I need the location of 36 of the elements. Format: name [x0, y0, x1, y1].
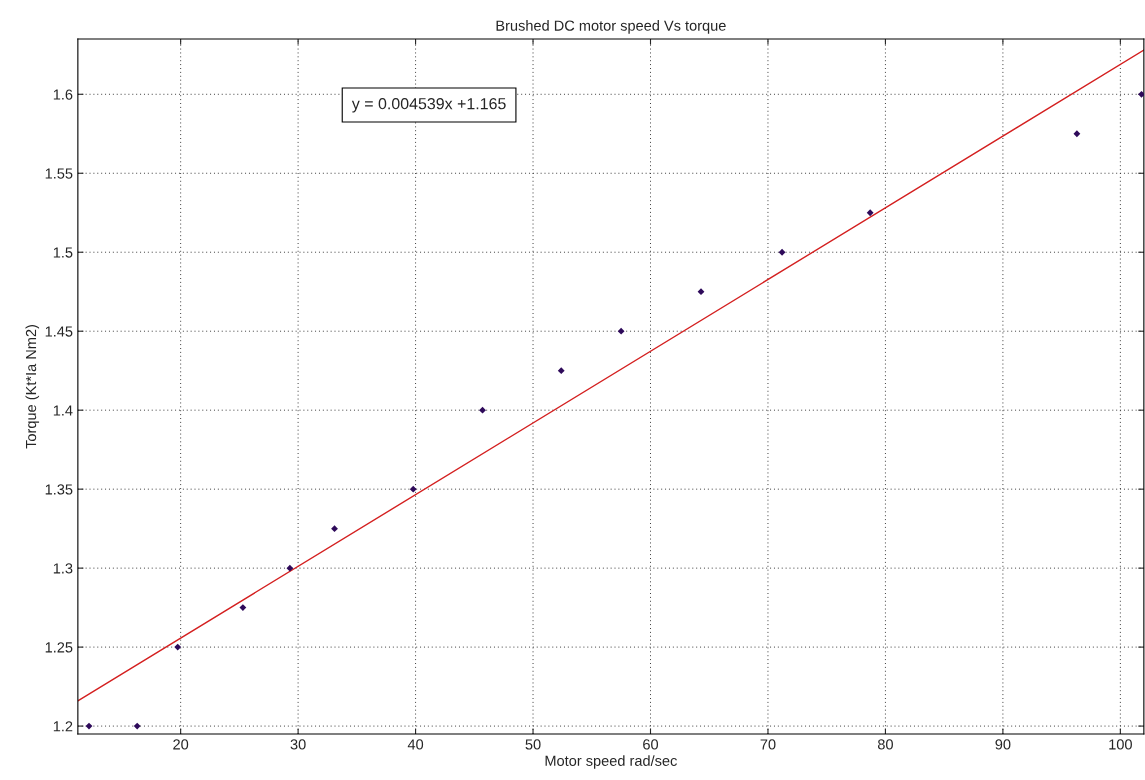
x-tick-label: 80 — [877, 739, 893, 750]
point — [174, 643, 182, 651]
x-axis-title: Motor speed rad/sec — [545, 755, 677, 769]
point — [1073, 130, 1081, 138]
x-tick-label: 60 — [643, 739, 659, 750]
point — [409, 485, 417, 493]
point — [557, 367, 565, 375]
annotation: y = 0.004539x +1.165 — [351, 98, 506, 113]
point — [617, 327, 625, 335]
x-tick-label: 70 — [760, 739, 776, 750]
y-tick-label: 1.5 — [53, 247, 73, 258]
x-tick-label: 90 — [995, 739, 1011, 750]
y-tick-label: 1.4 — [53, 405, 73, 416]
y-axis-title: Torque (Kt*Ia Nm2) — [25, 324, 40, 449]
point — [286, 564, 294, 572]
x-tick-label: 30 — [290, 739, 306, 750]
y-tick-label: 1.55 — [45, 168, 73, 179]
y-tick-label: 1.45 — [45, 326, 73, 337]
x-tick-label: 100 — [1109, 739, 1132, 750]
point — [133, 722, 141, 730]
point — [239, 604, 247, 612]
y-tick-label: 1.2 — [53, 721, 73, 732]
point — [331, 525, 338, 533]
point — [866, 209, 874, 217]
point — [697, 288, 705, 296]
point — [479, 406, 486, 414]
x-tick-label: 20 — [173, 739, 189, 750]
chart-title: Brushed DC motor speed Vs torque — [496, 20, 726, 34]
point — [85, 722, 93, 730]
y-tick-label: 1.3 — [53, 563, 73, 574]
x-tick-label: 50 — [525, 739, 541, 750]
point — [778, 248, 786, 256]
x-tick-label: 40 — [407, 739, 424, 750]
y-tick-label: 1.25 — [45, 642, 73, 653]
y-tick-label: 1.6 — [53, 89, 73, 100]
y-tick-label: 1.35 — [45, 484, 73, 495]
